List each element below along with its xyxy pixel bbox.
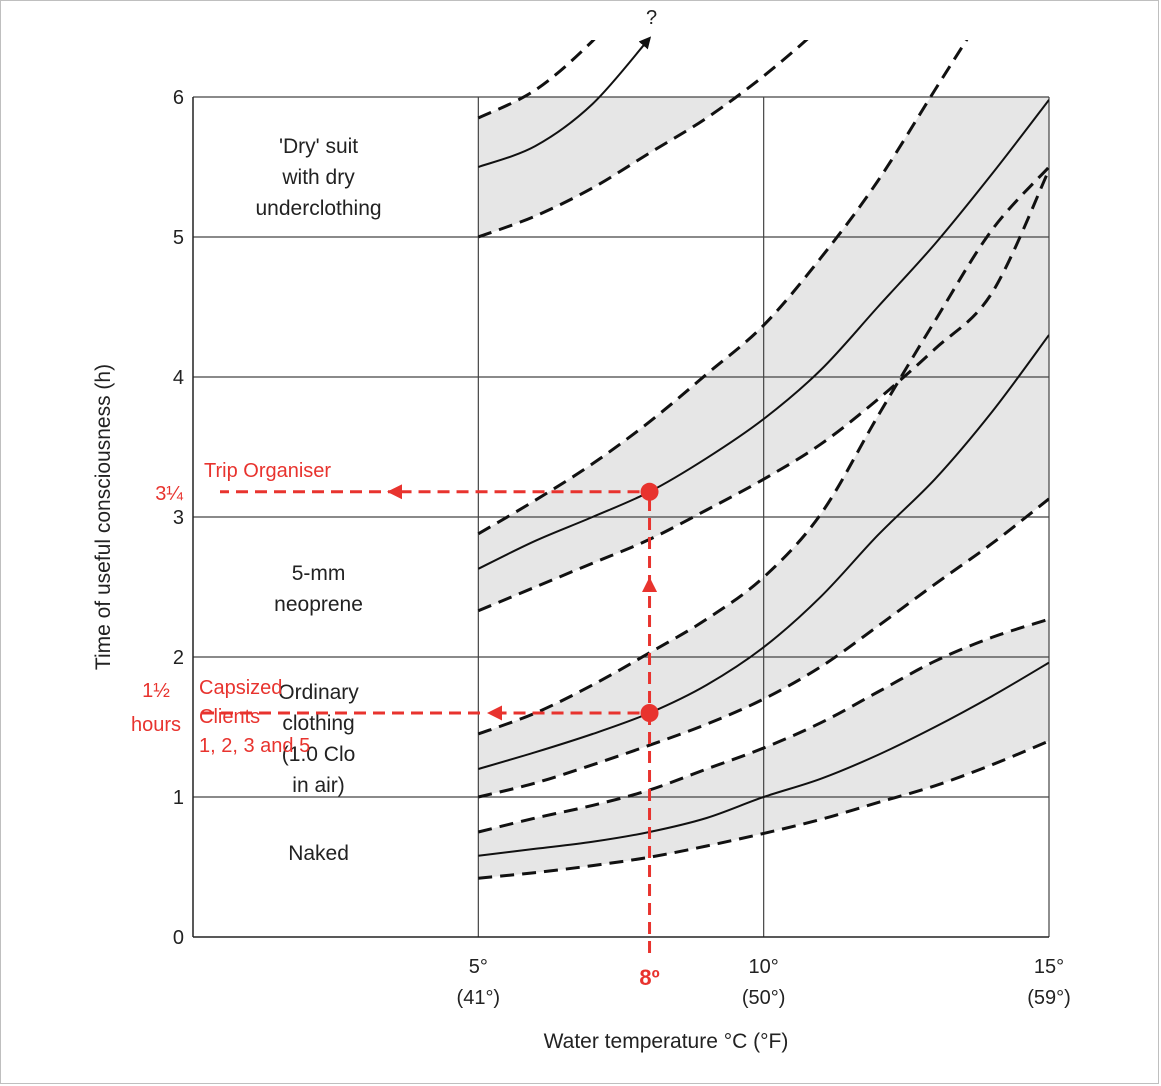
capsized-clients-value-line: hours [131,714,181,736]
band-3-upper-curve [477,617,1049,834]
band-3-lower-curve [478,739,1049,880]
x-tick-sublabel: (59°) [1027,987,1071,1009]
band-2-lower-curve [477,497,1049,799]
x-tick-sublabel: (41°) [457,987,501,1009]
band-0-mean-curve [477,36,652,168]
capsized-clients-label-line: Capsized [199,677,282,699]
y-tick-label: 2 [173,647,184,669]
x-tick-sublabel: (50°) [742,987,786,1009]
band-2-mean-curve [478,334,1049,770]
trip-organiser-value: 3¼ [155,483,183,505]
x-marker-label: 8º [639,965,659,990]
y-tick-label: 4 [173,367,184,389]
capsized-clients-point [640,704,659,722]
trip-organiser-label: Trip Organiser [204,460,331,482]
band-0-label-line: 'Dry' suit [279,135,358,158]
y-axis-title: Time of useful consciousness (h) [92,364,115,670]
capsized-clients-label-line: Clients [199,706,260,728]
band-0 [478,97,737,237]
y-tick-label: 6 [173,87,184,109]
x-tick-label: 15° [1034,956,1064,978]
overflow-question-mark: ? [646,7,657,29]
capsized-clients-value-line: 1½ [142,680,170,702]
band-0-lower-curve [477,40,809,239]
annotation-layer: Trip Organiser 3¼ Capsized Clients 1, 2, 3 a… [131,460,660,990]
band-3-label-line: Naked [288,842,349,865]
band-1-label-line: 5-mm [292,562,346,585]
band-0-upper-curve [477,40,596,120]
x-tick-label: 5° [469,956,488,978]
band-2-label-line: (1.0 Clo [282,743,356,766]
band-2-upper-curve [477,165,1049,736]
y-tick-label: 5 [173,227,184,249]
band-2-label-line: clothing [282,712,354,735]
band-1-lower-curve [477,169,1049,613]
band-2-label-line: Ordinary [278,681,359,704]
band-0-label-line: with dry [281,166,355,189]
y-tick-label: 1 [173,787,184,809]
capsized-clients-label-line: 1, 2, 3 and 5 [199,735,310,757]
curves-layer [477,36,1049,880]
band-1-mean-curve [477,99,1049,570]
band-2-label-line: in air) [292,774,345,797]
band-0-label-line: underclothing [255,197,381,220]
trip-organiser-point [640,482,659,501]
x-axis-title: Water temperature °C (°F) [544,1030,789,1053]
x-tick-label: 10° [749,956,779,978]
band-1-upper-curve [477,40,969,536]
y-tick-label: 0 [173,927,184,949]
band-1-label-line: neoprene [274,593,363,616]
ticks-layer: 0 1 2 3 4 5 6 5° (41°) 10° (50°) 15° (59°) [173,87,1071,1009]
band-3-mean-curve [478,661,1049,857]
labels-layer: 'Dry' suit with dry underclothing 5-mm neopr… [255,7,657,865]
y-tick-label: 3 [173,507,184,529]
